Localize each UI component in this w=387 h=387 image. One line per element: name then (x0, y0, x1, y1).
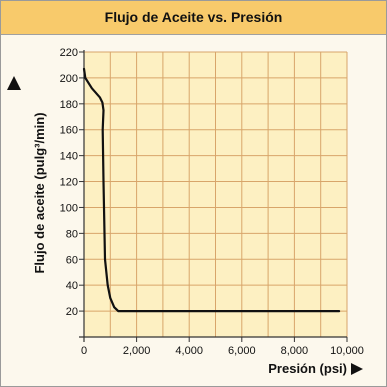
y-tick-label: 100 (60, 202, 78, 214)
y-tick-label: 20 (66, 306, 78, 318)
x-axis-label: Presión (psi) (268, 361, 347, 376)
x-tick-label: 6,000 (228, 345, 256, 357)
x-tick-label: 0 (81, 345, 87, 357)
x-tick-label: 8,000 (281, 345, 309, 357)
y-tick-label: 200 (60, 73, 78, 85)
x-tick-label: 2,000 (123, 345, 151, 357)
y-tick-label: 60 (66, 254, 78, 266)
x-tick-label: 4,000 (175, 345, 203, 357)
x-tick-label: 10,000 (330, 345, 364, 357)
y-tick-label: 140 (60, 151, 78, 163)
y-axis-label: Flujo de aceite (pulg³/min) (32, 112, 47, 273)
y-tick-label: 40 (66, 280, 78, 292)
y-tick-label: 80 (66, 228, 78, 240)
series-line (82, 67, 341, 313)
y-tick-label: 220 (60, 47, 78, 59)
x-axis-arrow-icon (351, 363, 363, 375)
chart-title: Flujo de Aceite vs. Presión (1, 1, 386, 35)
y-tick-label: 160 (60, 125, 78, 137)
y-tick-label: 180 (60, 99, 78, 111)
y-tick-label: 120 (60, 177, 78, 189)
y-axis-arrow-icon (7, 76, 21, 90)
